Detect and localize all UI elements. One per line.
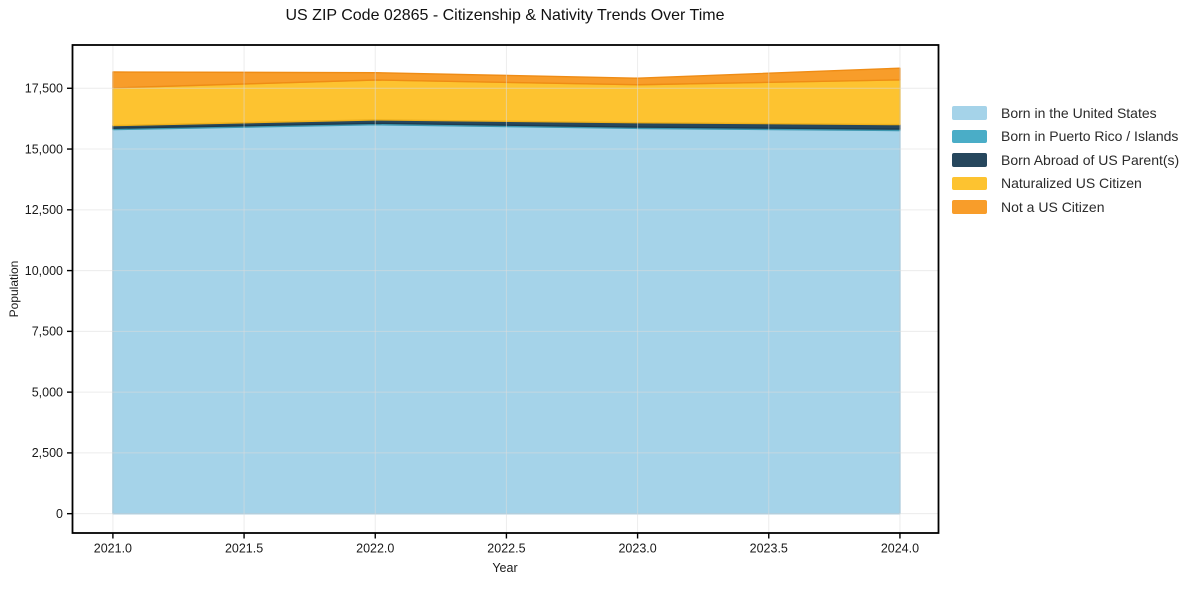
legend-swatch <box>952 200 987 214</box>
legend-item-4: Not a US Citizen <box>952 195 1179 219</box>
x-tick-label: 2021.5 <box>225 542 263 556</box>
x-axis-label: Year <box>492 561 518 575</box>
legend-item-1: Born in Puerto Rico / Islands <box>952 125 1179 149</box>
chart-title: US ZIP Code 02865 - Citizenship & Nativi… <box>285 7 725 24</box>
y-tick-label: 15,000 <box>25 142 63 156</box>
y-tick-label: 17,500 <box>25 82 63 96</box>
legend-item-3: Naturalized US Citizen <box>952 172 1179 196</box>
y-tick-label: 7,500 <box>32 325 63 339</box>
y-tick-label: 10,000 <box>25 264 63 278</box>
legend-swatch <box>952 129 987 143</box>
legend-item-2: Born Abroad of US Parent(s) <box>952 148 1179 172</box>
y-tick-label: 0 <box>56 507 63 521</box>
legend-swatch <box>952 106 987 120</box>
legend-label: Born in the United States <box>1001 104 1157 121</box>
legend: Born in the United States Born in Puerto … <box>952 101 1179 219</box>
y-tick-label: 5,000 <box>32 385 63 399</box>
legend-swatch <box>952 153 987 167</box>
x-tick-label: 2023.5 <box>750 542 788 556</box>
legend-label: Not a US Citizen <box>1001 198 1105 215</box>
x-tick-label: 2024.0 <box>881 542 919 556</box>
y-tick-label: 2,500 <box>32 446 63 460</box>
y-tick-label: 12,500 <box>25 203 63 217</box>
legend-item-0: Born in the United States <box>952 101 1179 125</box>
legend-label: Naturalized US Citizen <box>1001 175 1142 192</box>
legend-label: Born in Puerto Rico / Islands <box>1001 128 1179 145</box>
x-tick-label: 2022.0 <box>356 542 394 556</box>
x-tick-label: 2023.0 <box>618 542 656 556</box>
x-tick-label: 2021.0 <box>94 542 132 556</box>
legend-label: Born Abroad of US Parent(s) <box>1001 151 1180 168</box>
x-tick-label: 2022.5 <box>487 542 525 556</box>
chart-frame <box>71 44 940 534</box>
legend-swatch <box>952 176 987 190</box>
y-axis-label: Population <box>7 260 21 318</box>
